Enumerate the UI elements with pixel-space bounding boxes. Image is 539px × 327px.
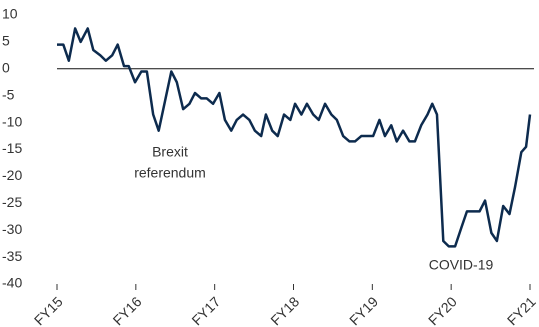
x-tick-label: FY19 [346,293,381,327]
x-tick-label: FY18 [267,293,302,327]
x-tick-label: FY16 [110,293,145,327]
y-tick-label: -10 [2,113,22,129]
y-tick-label: -5 [2,86,15,102]
y-tick-label: -25 [2,194,22,210]
y-tick-label: 0 [2,60,10,76]
y-tick-label: -15 [2,140,22,156]
line-series [57,27,532,248]
y-tick-label: -20 [2,167,22,183]
y-tick-label: -30 [2,221,22,237]
x-tick-label: FY20 [425,293,460,327]
y-tick-label: -35 [2,248,22,264]
annotation: referendum [134,165,206,181]
y-tick-label: 5 [2,33,10,49]
x-tick-label: FY15 [31,293,66,327]
x-tick-label: FY17 [188,293,223,327]
x-tick-label: FY21 [504,293,539,327]
y-tick-label: -40 [2,275,22,291]
annotation: COVID-19 [429,257,494,273]
annotation: Brexit [152,144,188,160]
y-tick-label: 10 [2,6,18,22]
